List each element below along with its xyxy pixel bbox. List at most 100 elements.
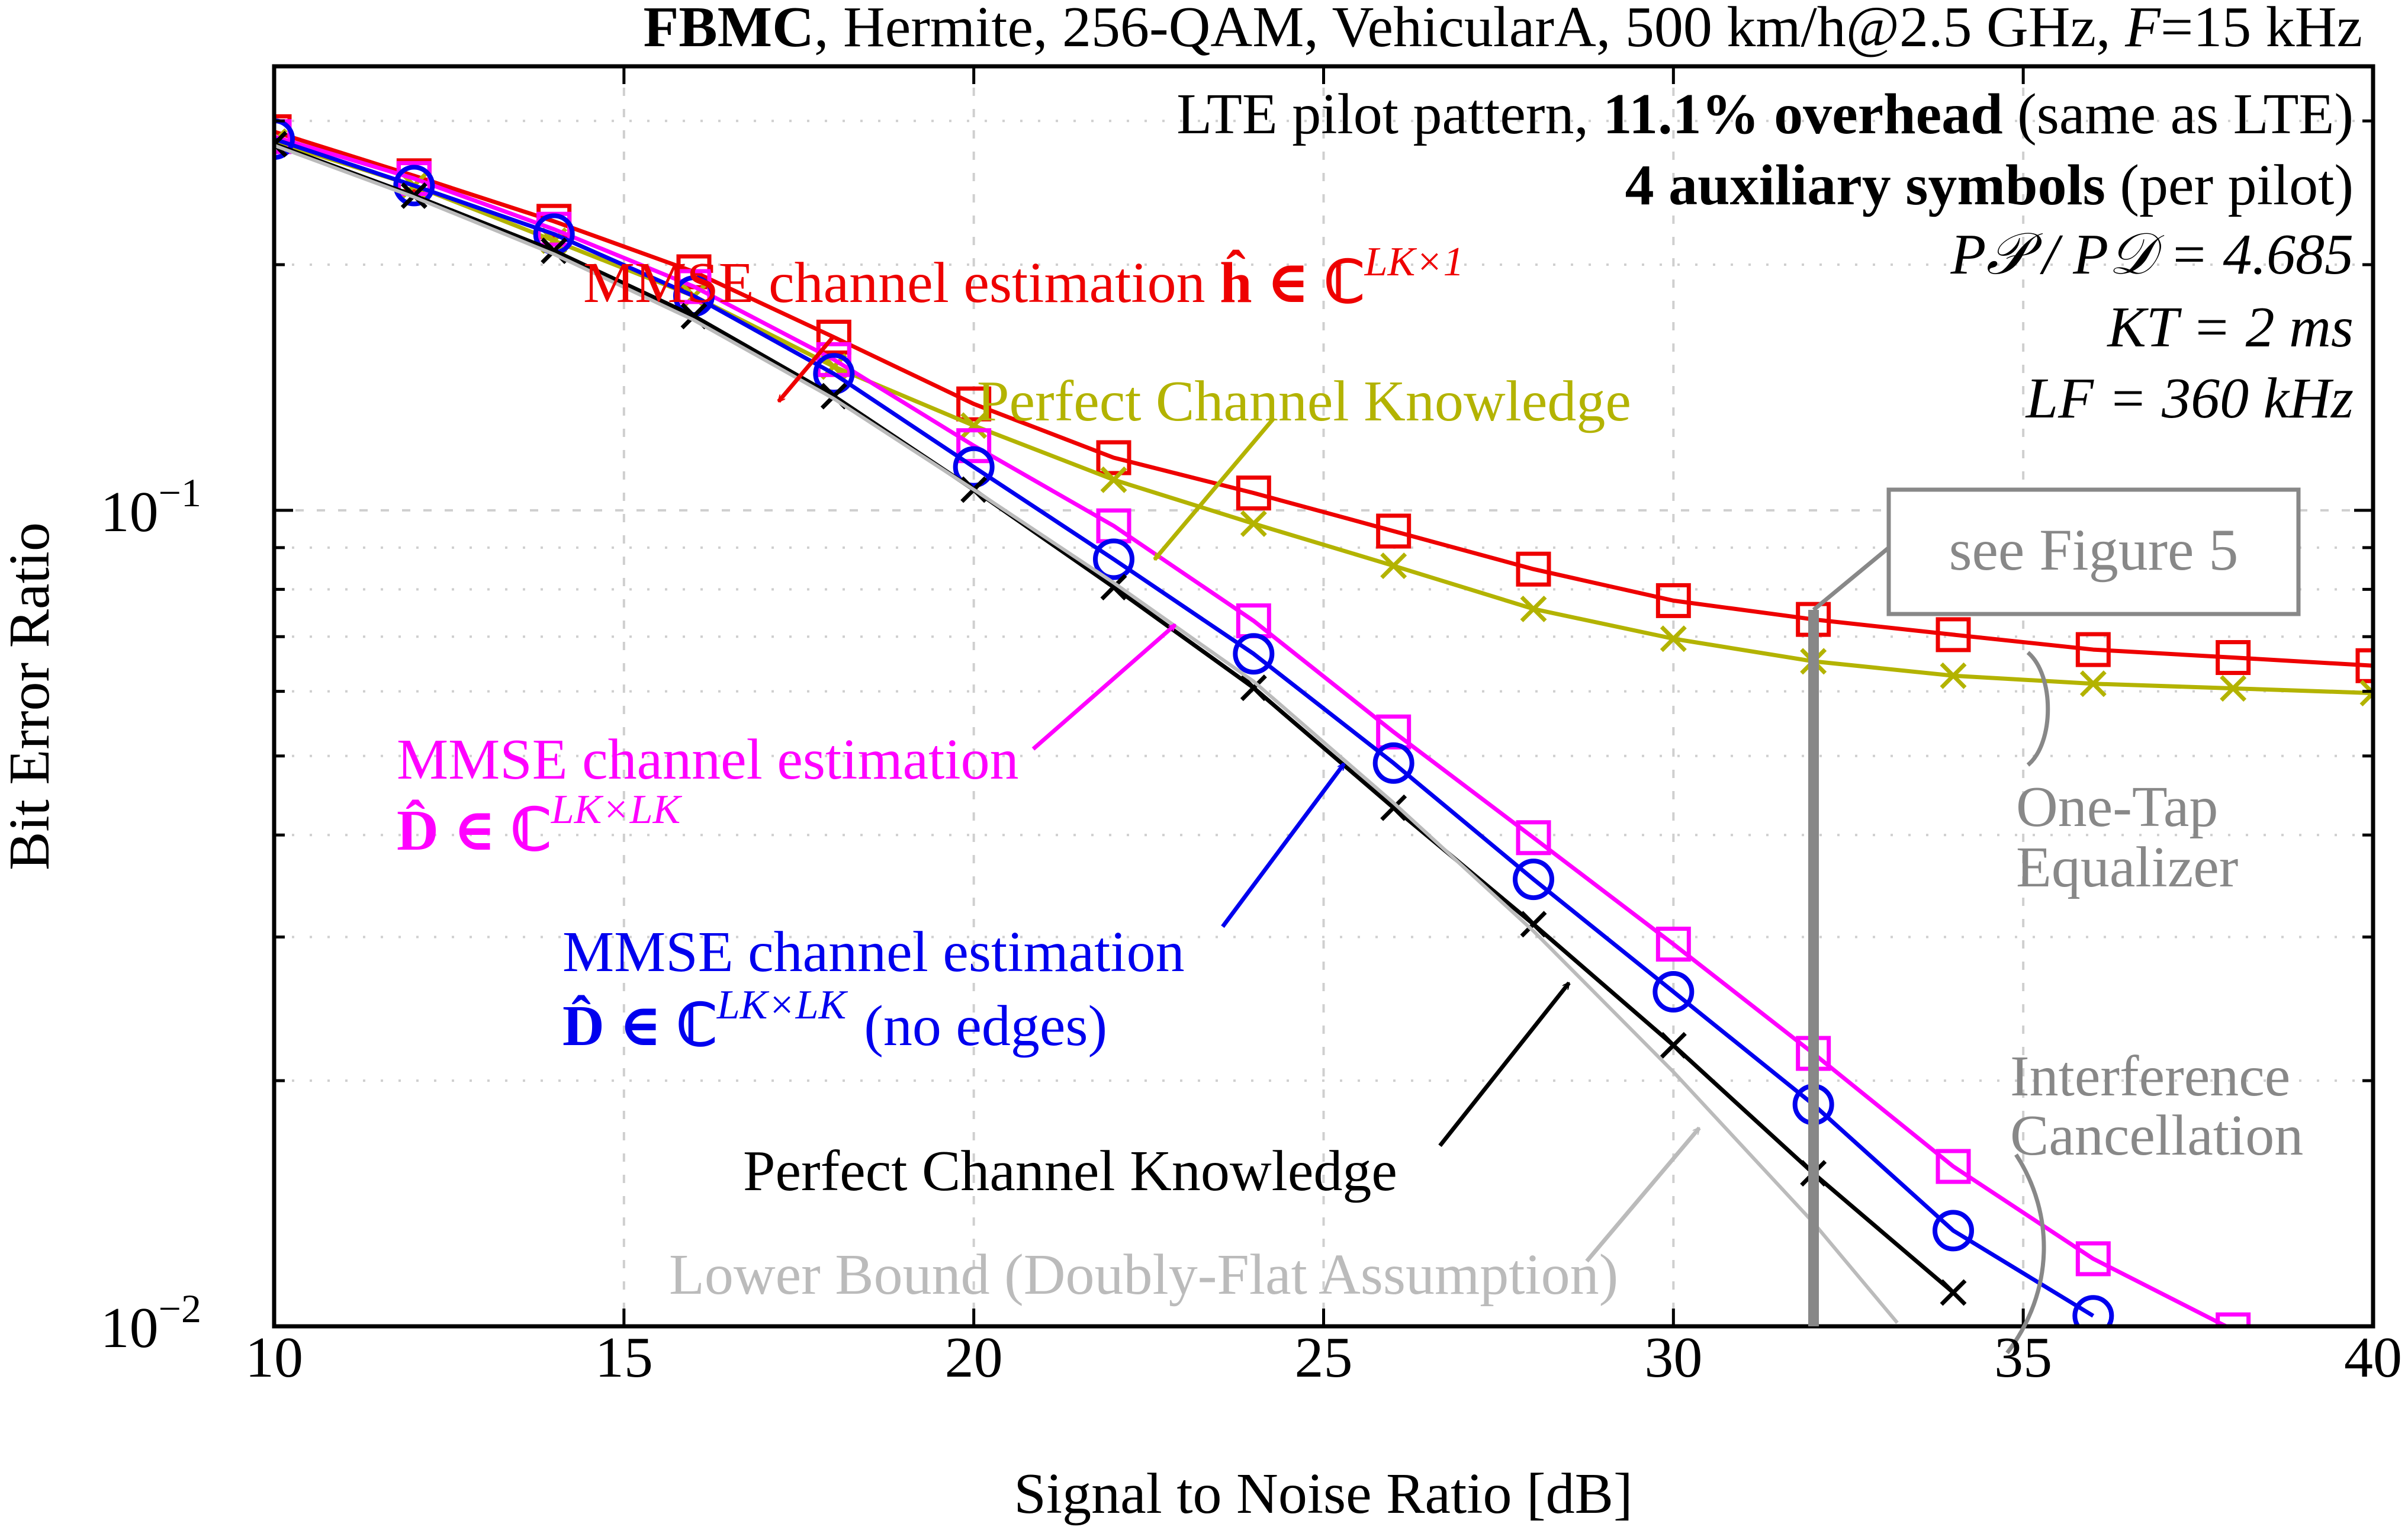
red-label-text: MMSE channel estimation [583,251,1220,315]
circle-marker [953,446,995,488]
interference-cancellation-bracket [2005,1153,2046,1355]
info-line-1a: LTE pilot pattern, [1176,82,1603,146]
y-axis-label: Bit Error Ratio [0,522,62,870]
series-line [274,142,1955,1294]
square-marker [1655,583,1691,618]
title-rest: , Hermite, 256-QAM, VehicularA, 500 km/h… [814,0,2125,59]
circle-marker [2072,1295,2114,1326]
info-line-1: LTE pilot pattern, 11.1% overhead (same … [1176,82,2354,146]
x-marker [2079,670,2107,698]
info-line-1b: 11.1% overhead [1603,82,2003,146]
series-layer [274,114,2373,1326]
red-label-math: ĥ ∈ ℂ [1220,249,1364,315]
x-tick-label: 20 [945,1326,1003,1390]
circle-marker [1933,1210,1974,1252]
square-marker [2075,1241,2111,1277]
x-marker [1520,911,1547,938]
olive-label-arrow [1153,417,1275,560]
x-marker [1380,794,1407,821]
info-line-2: 4 auxiliary symbols (per pilot) [1625,153,2354,217]
gray-label-arrow [1585,1128,1701,1263]
circle-marker [393,165,435,207]
red-series-label: MMSE channel estimation ĥ ∈ ℂLK×1 [583,239,1464,315]
see-figure-box [1886,487,2301,616]
x-marker [2359,680,2373,707]
x-axis-label: Signal to Noise Ratio [dB] [1014,1462,1632,1526]
magenta-series-label-2: D̂ ∈ ℂLK×LK [397,787,683,863]
olive-series-label: Perfect Channel Knowledge [977,369,1631,433]
square-marker [1096,440,1131,475]
group-labels: One-Tap Equalizer Interference Cancellat… [2010,775,2303,1168]
blue-label-sup: LK×LK [716,982,848,1028]
blue-series-label-1: MMSE channel estimation [562,920,1185,984]
x-marker [2220,675,2247,702]
square-marker [1376,513,1412,549]
blue-label-math: D̂ ∈ ℂ [562,994,717,1058]
ic-label-2: Cancellation [2010,1104,2303,1168]
square-marker [1516,551,1551,587]
x-tick-label: 40 [2344,1326,2402,1390]
circle-marker [813,353,855,395]
title-f-var: F [2124,0,2161,59]
x-marker [1240,510,1267,537]
x-marker [1660,625,1687,652]
x-marker [1660,1031,1687,1059]
blue-series-label-2: D̂ ∈ ℂLK×LK (no edges) [562,982,1107,1058]
x-tick-label: 10 [245,1326,303,1390]
title-scheme: FBMC [643,0,814,59]
one-tap-bracket [2026,651,2050,767]
info-line-2a: 4 auxiliary symbols [1625,153,2105,217]
x-marker [1520,595,1547,622]
square-marker [2216,1312,2251,1326]
square-marker [2216,640,2251,676]
x-tick-label: 25 [1295,1326,1353,1390]
x-marker [274,130,288,158]
x-marker [960,412,988,439]
circle-marker [1093,538,1134,580]
square-marker [956,428,992,464]
info-block: LTE pilot pattern, 11.1% overhead (same … [1176,82,2354,430]
magenta-label-sup: LK×LK [551,787,683,832]
square-marker [274,119,292,155]
info-line-1c: (same as LTE) [2003,82,2354,146]
x-tick-label: 35 [1994,1326,2052,1390]
one-tap-label-1: One-Tap [2016,775,2218,839]
series-5 [274,130,1967,1306]
square-marker [1936,617,1971,652]
x-marker [1940,662,1967,689]
circle-marker [1372,742,1414,784]
series-line [274,137,2095,1318]
series-1 [274,114,2373,683]
square-marker [956,386,992,422]
series-line [274,130,2373,668]
y-tick-base: 10 [101,1296,159,1360]
square-marker [2355,648,2373,683]
x-marker [1380,552,1407,580]
black-label-arrow [1438,983,1571,1148]
series-line [274,134,2231,1326]
series-line [274,143,1899,1324]
ic-label-1: Interference [2010,1044,2290,1108]
x-tick-label: 30 [1644,1326,1702,1390]
magenta-label-math: D̂ ∈ ℂ [397,799,551,863]
square-marker [1376,714,1412,750]
y-tick-exp: −2 [159,1286,201,1331]
series-3 [274,119,2251,1326]
square-marker [2075,632,2111,667]
square-marker [1236,475,1271,511]
series-6 [274,143,1899,1324]
square-marker [1655,927,1691,962]
x-marker [1240,674,1267,702]
square-marker [1936,1149,1971,1184]
blue-label-arrow [1221,764,1346,928]
see-figure-label: see Figure 5 [1949,517,2239,583]
black-series-label: Perfect Channel Knowledge [743,1139,1397,1203]
blue-label-tail: (no edges) [864,994,1107,1058]
circle-marker [274,118,295,160]
title-f-val: =15 kHz [2161,0,2362,59]
y-tick-base: 10 [101,480,159,544]
circle-marker [1513,859,1554,901]
chart-title: FBMC, Hermite, 256-QAM, VehicularA, 500 … [643,0,2362,59]
